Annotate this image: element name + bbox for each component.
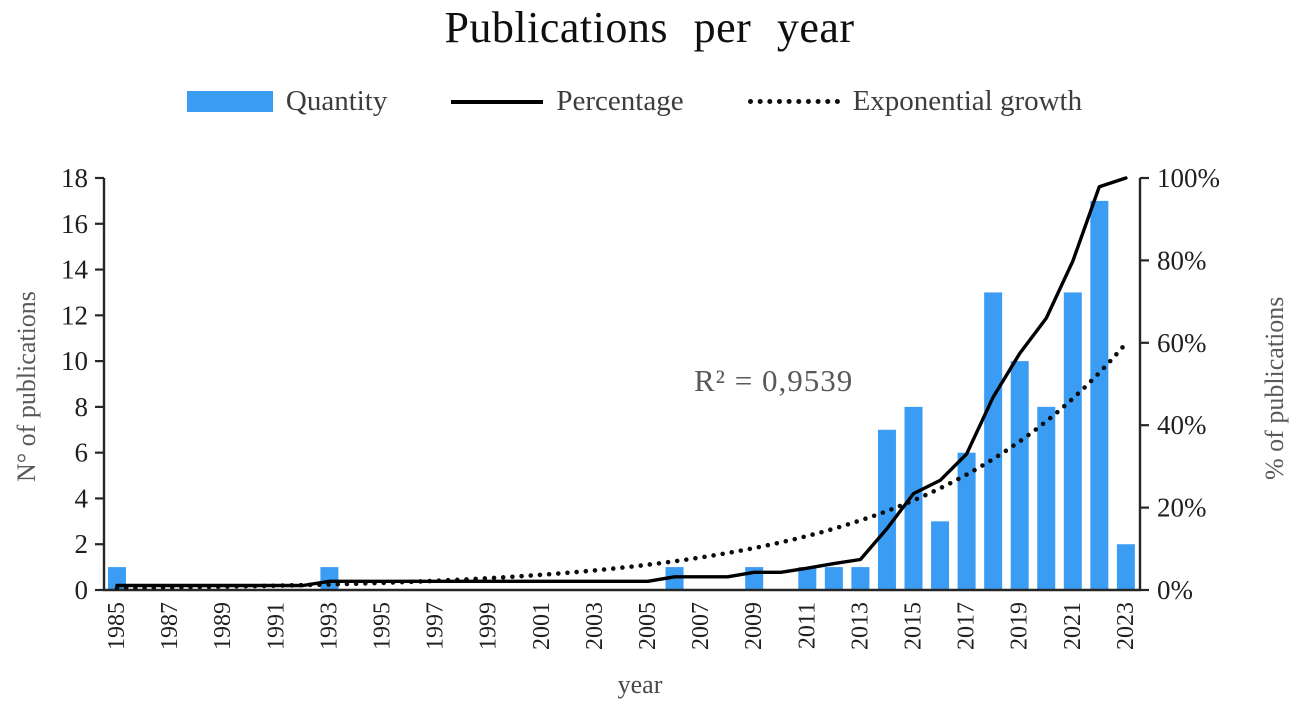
left-tick-label-16: 16 xyxy=(61,209,88,239)
bar-2012 xyxy=(824,567,843,590)
chart-title: Publications per year xyxy=(444,3,855,52)
x-tick-label-2011: 2011 xyxy=(794,602,820,649)
left-tick-label-14: 14 xyxy=(61,255,89,285)
exponential-dotted-swatch-icon xyxy=(747,99,840,104)
x-tick-label-1995: 1995 xyxy=(370,602,396,650)
r-squared-annotation: R² = 0,9539 xyxy=(694,363,854,398)
bar-2016 xyxy=(931,521,950,590)
bar-2020 xyxy=(1037,406,1056,590)
x-tick-label-1993: 1993 xyxy=(316,602,342,650)
legend-item-percentage: Percentage xyxy=(451,85,684,118)
x-tick-label-2001: 2001 xyxy=(529,602,555,650)
x-tick-label-2013: 2013 xyxy=(847,602,873,650)
x-tick-label-2009: 2009 xyxy=(741,602,767,650)
bar-2014 xyxy=(877,429,896,590)
bar-2009 xyxy=(745,567,764,590)
right-tick-label-40%: 40% xyxy=(1157,410,1207,440)
bar-2022 xyxy=(1090,200,1109,590)
exponential-growth-line xyxy=(114,341,1129,591)
left-axis-title: N° of publications xyxy=(12,291,41,483)
right-tick-label-80%: 80% xyxy=(1157,245,1207,275)
left-tick-label-0: 0 xyxy=(75,575,89,605)
x-tick-label-2005: 2005 xyxy=(635,602,661,650)
bar-2018 xyxy=(984,292,1003,590)
x-tick-label-2003: 2003 xyxy=(582,602,608,650)
right-axis-title: % of publications xyxy=(1260,296,1289,480)
left-tick-label-8: 8 xyxy=(75,392,89,422)
legend-label-percentage: Percentage xyxy=(556,85,684,117)
x-tick-label-2021: 2021 xyxy=(1060,602,1086,650)
x-tick-label-1985: 1985 xyxy=(104,602,130,650)
right-tick-label-20%: 20% xyxy=(1157,493,1207,523)
left-tick-label-10: 10 xyxy=(61,346,88,376)
left-tick-label-2: 2 xyxy=(75,529,89,559)
x-axis-title: year xyxy=(617,670,663,699)
legend-item-quantity: Quantity xyxy=(186,85,388,118)
left-tick-label-6: 6 xyxy=(75,438,89,468)
x-tick-label-1999: 1999 xyxy=(476,602,502,650)
legend-label-quantity: Quantity xyxy=(285,85,388,117)
bar-2021 xyxy=(1063,292,1082,590)
quantity-bar-swatch-icon xyxy=(186,91,273,112)
bar-1993 xyxy=(320,567,339,590)
x-tick-label-1989: 1989 xyxy=(210,602,236,650)
left-tick-label-4: 4 xyxy=(75,483,89,513)
legend-label-exponential-growth: Exponential growth xyxy=(852,85,1083,117)
bar-2013 xyxy=(851,567,870,590)
bar-2011 xyxy=(798,567,817,590)
x-tick-label-2007: 2007 xyxy=(688,602,714,650)
x-axis-tick-labels: 1985 1987 1989 1991 1993 1995 1997 1999 2001 2003… xyxy=(104,602,1139,650)
right-tick-label-0%: 0% xyxy=(1157,575,1193,605)
bar-2015 xyxy=(904,406,923,590)
x-tick-label-2017: 2017 xyxy=(954,602,980,650)
bar-2019 xyxy=(1010,361,1029,590)
x-tick-label-2015: 2015 xyxy=(901,602,927,650)
x-tick-label-1997: 1997 xyxy=(423,602,449,650)
x-tick-label-2023: 2023 xyxy=(1113,602,1139,650)
x-tick-label-2019: 2019 xyxy=(1007,602,1033,650)
right-axis-ticks: 0% 20% 40% 60% 80% 100% xyxy=(1140,163,1220,605)
right-tick-label-100%: 100% xyxy=(1157,163,1220,193)
percentage-line xyxy=(115,176,1128,588)
left-tick-label-18: 18 xyxy=(61,163,88,193)
legend-item-exponential-growth: Exponential growth xyxy=(747,85,1083,118)
right-tick-label-60%: 60% xyxy=(1157,328,1207,358)
chart-legend: Quantity Percentage Exponential growth xyxy=(0,85,1299,118)
axes xyxy=(102,178,1142,592)
quantity-bars xyxy=(108,200,1135,590)
bar-2023 xyxy=(1116,544,1135,590)
percentage-line-swatch-icon xyxy=(451,99,544,104)
bar-2017 xyxy=(957,452,976,590)
x-tick-label-1987: 1987 xyxy=(157,602,183,650)
x-tick-label-1991: 1991 xyxy=(263,602,289,650)
left-tick-label-12: 12 xyxy=(61,300,88,330)
bar-2006 xyxy=(665,567,684,590)
left-axis-ticks: 0 2 4 6 8 10 12 14 16 18 xyxy=(61,163,104,605)
